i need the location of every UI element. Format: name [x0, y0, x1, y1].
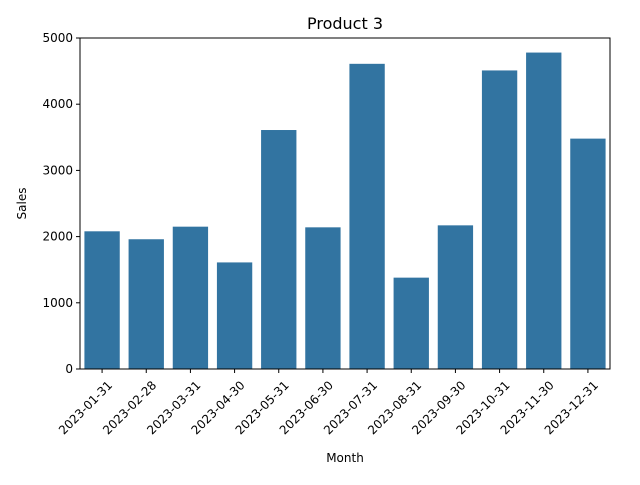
bar-2023-07-31: [349, 63, 385, 370]
y-axis: 0 1000 2000 3000 4000 5000: [42, 31, 80, 376]
plot-area-frame: [79, 37, 611, 370]
bars-group: [84, 52, 606, 370]
bar-2023-09-30: [437, 225, 474, 369]
bar-2023-05-31: [261, 130, 297, 369]
bar-2023-04-30: [216, 262, 253, 369]
x-axis-label: Month: [326, 451, 364, 465]
bar-2023-11-30: [526, 52, 562, 370]
y-tick-label: 1000: [42, 296, 73, 310]
bar-2023-01-31: [84, 231, 120, 369]
y-tick-label: 4000: [42, 97, 73, 111]
chart-title: Product 3: [307, 14, 383, 33]
bar-2023-03-31: [172, 226, 209, 369]
y-tick-label: 0: [65, 362, 73, 376]
bar-2023-08-31: [393, 277, 429, 369]
bar-2023-06-30: [305, 227, 341, 369]
y-tick-label: 3000: [42, 163, 73, 177]
bar-2023-02-28: [128, 239, 164, 369]
y-axis-label: Sales: [15, 188, 29, 220]
y-tick-label: 5000: [42, 31, 73, 45]
bar-2023-10-31: [481, 70, 518, 370]
x-axis: 2023-01-312023-02-282023-03-312023-04-30…: [56, 369, 601, 437]
y-tick-label: 2000: [42, 230, 73, 244]
bar-2023-12-31: [570, 138, 606, 369]
